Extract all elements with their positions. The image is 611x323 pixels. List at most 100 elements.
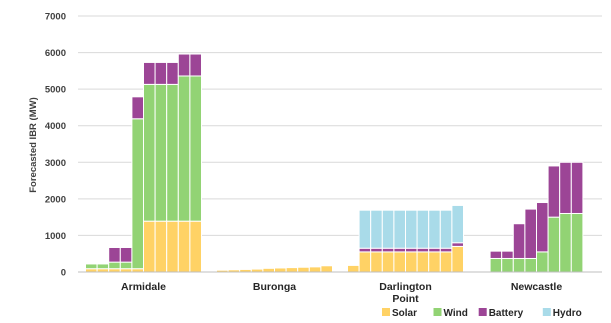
bar-segment-wind bbox=[108, 261, 121, 270]
y-tick-label: 6000 bbox=[45, 48, 66, 59]
legend-item-solar: Solar bbox=[382, 308, 417, 319]
y-tick-label: 7000 bbox=[45, 12, 66, 23]
bar-segment-battery bbox=[358, 247, 372, 253]
category-labels: Armidale Buronga Darlington Point Newcastle bbox=[121, 281, 562, 305]
bar-segment-wind bbox=[512, 257, 526, 273]
bar-segment-battery bbox=[416, 247, 430, 253]
category-label: Darlington Point bbox=[379, 281, 432, 305]
bar-segment-solar bbox=[416, 251, 430, 273]
legend-item-battery: Battery bbox=[478, 308, 524, 319]
bar-segment-battery bbox=[489, 250, 503, 259]
bar-segment-solar bbox=[439, 251, 453, 273]
bar-segment-wind bbox=[154, 83, 168, 222]
bar-segment-hydro bbox=[428, 209, 441, 249]
y-tick-label: 1000 bbox=[45, 231, 66, 242]
bar-segment-battery bbox=[428, 247, 441, 253]
bar-segment-wind bbox=[143, 83, 156, 222]
bar-segment-battery bbox=[570, 161, 584, 214]
bar-segment-solar bbox=[308, 266, 322, 273]
bar-segment-solar bbox=[381, 251, 395, 273]
bar-segment-solar bbox=[189, 220, 202, 273]
bar-segment-solar bbox=[262, 267, 275, 273]
bar-segment-wind bbox=[166, 83, 179, 222]
bar-segment-battery bbox=[501, 250, 514, 259]
bar-segment-battery bbox=[536, 202, 549, 253]
bar-segment-wind bbox=[96, 263, 110, 270]
bar-segment-wind bbox=[131, 118, 144, 270]
bar-segment-wind bbox=[524, 257, 538, 273]
bar-segment-solar bbox=[320, 265, 333, 273]
bar-segment-battery bbox=[547, 165, 561, 218]
bar-segment-solar bbox=[347, 264, 360, 273]
category-label: Newcastle bbox=[511, 281, 563, 293]
bar-segment-battery bbox=[108, 246, 121, 263]
legend-label: Battery bbox=[489, 308, 524, 319]
y-tick-label: 3000 bbox=[45, 158, 66, 169]
bar-segment-battery bbox=[154, 61, 168, 85]
bar-segment-battery bbox=[143, 61, 156, 85]
legend: Solar Wind Battery Hydro bbox=[382, 308, 582, 319]
category-label: Armidale bbox=[121, 281, 166, 293]
bar-segment-wind bbox=[119, 261, 133, 270]
category-label: Buronga bbox=[253, 281, 296, 293]
bar-segment-hydro bbox=[416, 209, 430, 249]
bar-segment-solar bbox=[428, 251, 441, 273]
bar-segment-solar bbox=[143, 220, 156, 273]
bar-segment-hydro bbox=[405, 209, 418, 249]
legend-swatch bbox=[433, 308, 442, 316]
bar-segment-battery bbox=[559, 161, 572, 214]
bar-segment-battery bbox=[370, 247, 383, 253]
y-axis-title: Forecasted IBR (MW) bbox=[28, 97, 39, 193]
bar-segment-solar bbox=[177, 220, 191, 273]
bar-segment-battery bbox=[166, 61, 179, 85]
bar-segment-hydro bbox=[451, 204, 464, 244]
bar-segment-hydro bbox=[393, 209, 406, 249]
legend-swatch bbox=[382, 308, 390, 316]
bar-segment-hydro bbox=[439, 209, 453, 249]
bar-segment-solar bbox=[154, 220, 168, 273]
bar-segment-solar bbox=[274, 267, 287, 273]
legend-label: Wind bbox=[444, 308, 468, 319]
bar-segment-battery bbox=[512, 223, 526, 259]
legend-label: Solar bbox=[392, 308, 417, 319]
bar-segment-wind bbox=[85, 263, 98, 270]
bar-segment-wind bbox=[501, 257, 514, 273]
legend-swatch bbox=[478, 308, 487, 316]
legend-label: Hydro bbox=[553, 308, 582, 319]
legend-swatch bbox=[542, 308, 551, 316]
y-tick-label: 4000 bbox=[45, 121, 66, 132]
bar-segment-battery bbox=[177, 53, 191, 77]
bar-segment-hydro bbox=[381, 209, 395, 249]
bar-segment-wind bbox=[489, 257, 503, 273]
y-axis-ticks: 0 1000 2000 3000 4000 5000 6000 7000 bbox=[45, 12, 66, 279]
bar-segment-wind bbox=[189, 75, 202, 222]
bar-segment-wind bbox=[177, 75, 191, 222]
bar-segment-hydro bbox=[358, 209, 372, 249]
legend-item-hydro: Hydro bbox=[542, 308, 582, 319]
y-tick-label: 2000 bbox=[45, 194, 66, 205]
bar-segment-battery bbox=[131, 96, 144, 120]
bar-segment-hydro bbox=[370, 209, 383, 249]
bar-segment-battery bbox=[381, 247, 395, 253]
bar-segment-wind bbox=[559, 212, 572, 273]
bar-segment-solar bbox=[166, 220, 179, 273]
bar-segment-solar bbox=[358, 251, 372, 273]
bar-segment-wind bbox=[570, 212, 584, 273]
bar-segment-battery bbox=[189, 53, 202, 77]
bar-segment-wind bbox=[536, 251, 549, 273]
bar-segment-solar bbox=[393, 251, 406, 273]
bar-segment-battery bbox=[393, 247, 406, 253]
bar-segment-solar bbox=[405, 251, 418, 273]
bar-segment-wind bbox=[547, 216, 561, 273]
y-tick-label: 0 bbox=[61, 268, 66, 279]
bar-segment-solar bbox=[285, 267, 299, 273]
bar-segment-solar bbox=[451, 245, 464, 273]
bar-segment-battery bbox=[451, 242, 464, 247]
bar-segment-battery bbox=[405, 247, 418, 253]
y-tick-label: 5000 bbox=[45, 85, 66, 96]
bar-segment-battery bbox=[119, 246, 133, 263]
bars bbox=[85, 53, 584, 273]
bar-segment-battery bbox=[439, 247, 453, 253]
bar-segment-solar bbox=[370, 251, 383, 273]
